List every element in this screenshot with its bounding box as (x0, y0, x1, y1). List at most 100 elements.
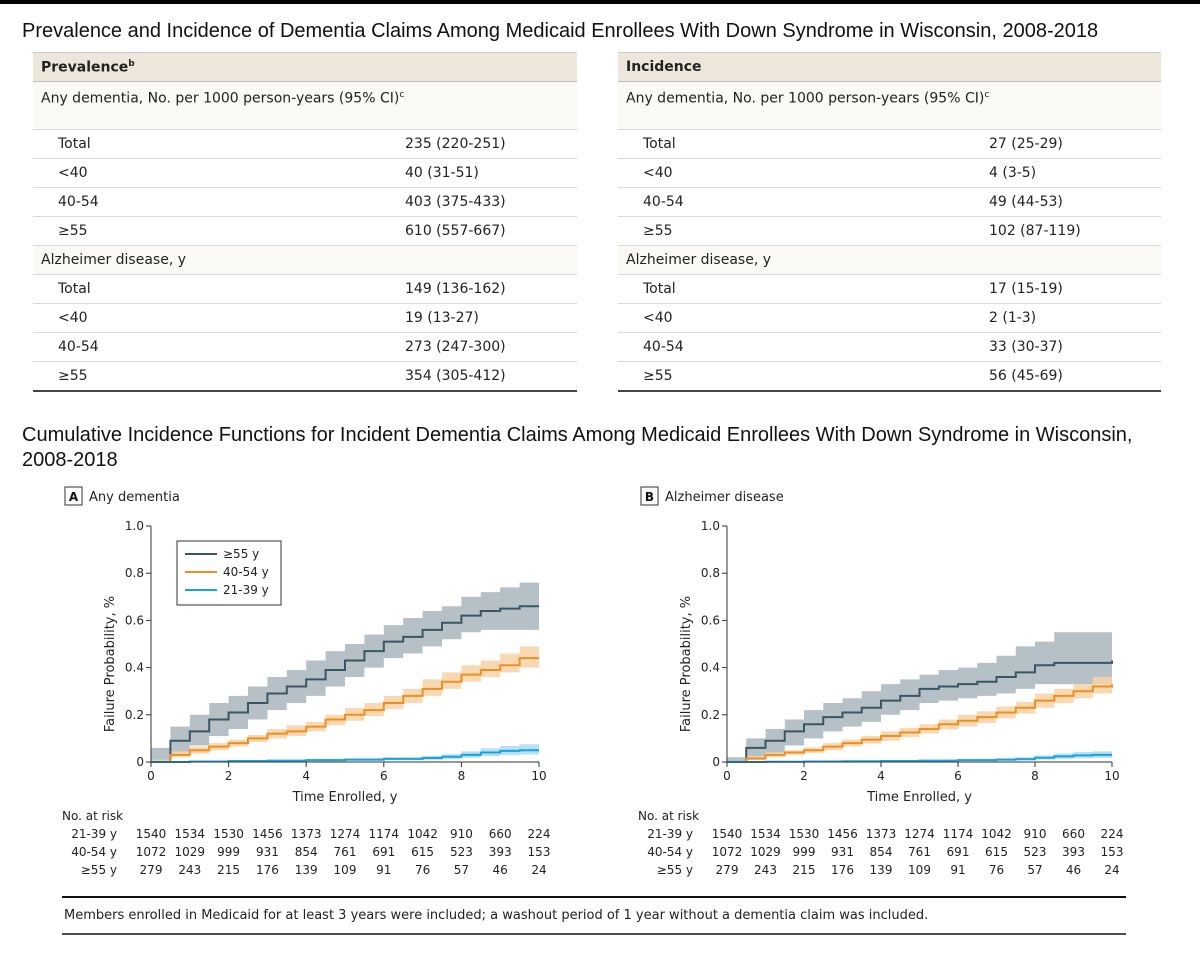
table-row: ≥55 354 (305-412) (33, 361, 577, 392)
risk-value: 1373 (291, 827, 322, 841)
group-label: Any dementia, No. per 1000 person-years … (618, 81, 1161, 130)
risk-value: 57 (1027, 863, 1042, 877)
risk-value: 999 (217, 845, 240, 859)
y-tick-label: 0.2 (125, 708, 144, 722)
table-row: 40-54 403 (375-433) (33, 187, 577, 217)
table-header: Incidence (618, 52, 1161, 82)
risk-value: 1042 (981, 827, 1012, 841)
row-value: 273 (247-300) (397, 332, 577, 362)
risk-value: 854 (295, 845, 318, 859)
risk-value: 1540 (712, 827, 743, 841)
row-value: 56 (45-69) (981, 361, 1161, 392)
risk-value: 393 (489, 845, 512, 859)
risk-value: 615 (411, 845, 434, 859)
risk-value: 46 (1066, 863, 1081, 877)
risk-value: 999 (793, 845, 816, 859)
risk-table-title: No. at risk (62, 809, 123, 823)
y-tick-label: 0.6 (125, 613, 144, 627)
risk-value: 931 (831, 845, 854, 859)
row-label: 40-54 (33, 332, 397, 362)
row-value: 610 (557-667) (397, 216, 577, 246)
risk-value: 1029 (175, 845, 206, 859)
risk-value: 215 (793, 863, 816, 877)
risk-value: 660 (1062, 827, 1085, 841)
y-tick-label: 0 (136, 755, 144, 769)
x-tick-label: 4 (302, 769, 310, 783)
risk-value: 615 (985, 845, 1008, 859)
row-label: ≥55 (618, 216, 981, 246)
table-header-row: Incidence (618, 52, 1161, 82)
y-tick-label: 0.2 (701, 708, 720, 722)
panel-title: Alzheimer disease (665, 490, 784, 505)
row-value: 403 (375-433) (397, 187, 577, 217)
row-label: Total (618, 274, 981, 304)
table-row: <40 4 (3-5) (618, 158, 1161, 188)
risk-value: 1042 (407, 827, 438, 841)
group-label: Any dementia, No. per 1000 person-years … (33, 81, 577, 130)
risk-value: 1373 (866, 827, 897, 841)
risk-value: 1456 (827, 827, 858, 841)
y-tick-label: 0.4 (701, 661, 720, 675)
risk-value: 1174 (943, 827, 974, 841)
risk-value: 176 (831, 863, 854, 877)
group-label: Alzheimer disease, y (33, 245, 577, 275)
risk-value: 243 (754, 863, 777, 877)
table-row: 40-54 33 (30-37) (618, 332, 1161, 362)
series-line (151, 657, 539, 763)
row-label: Total (33, 274, 397, 304)
row-label: 40-54 (618, 332, 981, 362)
risk-value: 660 (489, 827, 512, 841)
risk-value: 1534 (175, 827, 206, 841)
row-value: 354 (305-412) (397, 361, 577, 392)
group-label-text: Any dementia, No. per 1000 person-years … (626, 90, 985, 107)
row-value: 27 (25-29) (981, 129, 1161, 159)
group-label: Alzheimer disease, y (618, 245, 1161, 275)
legend-label: ≥55 y (223, 547, 259, 561)
y-tick-label: 0.8 (125, 566, 144, 580)
x-tick-label: 6 (954, 769, 962, 783)
risk-row-label: ≥55 y (81, 863, 117, 877)
risk-value: 91 (376, 863, 391, 877)
ci-band (727, 632, 1112, 762)
panel-badge (64, 486, 83, 506)
risk-value: 931 (256, 845, 279, 859)
risk-value: 109 (908, 863, 931, 877)
risk-value: 1530 (789, 827, 820, 841)
table-row: 40-54 49 (44-53) (618, 187, 1161, 217)
footnote-text: Members enrolled in Medicaid for at leas… (64, 908, 928, 923)
risk-value: 139 (295, 863, 318, 877)
row-label: <40 (618, 158, 981, 188)
risk-value: 1029 (750, 845, 781, 859)
panel-title: Any dementia (89, 490, 180, 505)
x-axis-label: Time Enrolled, y (866, 790, 972, 805)
figure-title: Cumulative Incidence Functions for Incid… (22, 424, 1133, 471)
y-axis-label: Failure Probability, % (103, 596, 118, 732)
row-value: 102 (87-119) (981, 216, 1161, 246)
header-text: Prevalence (41, 59, 129, 76)
table-row: 40-54 273 (247-300) (33, 332, 577, 362)
x-tick-label: 6 (380, 769, 388, 783)
risk-value: 1174 (369, 827, 400, 841)
risk-value: 176 (256, 863, 279, 877)
risk-row-label: 21-39 y (647, 827, 693, 841)
row-value: 235 (220-251) (397, 129, 577, 159)
risk-value: 279 (140, 863, 163, 877)
prevalence-table: Prevalenceb Any dementia, No. per 1000 p… (33, 52, 577, 392)
row-label: <40 (33, 303, 397, 333)
row-label: ≥55 (33, 361, 397, 392)
risk-value: 1456 (252, 827, 283, 841)
risk-value: 153 (528, 845, 551, 859)
x-tick-label: 10 (1104, 769, 1119, 783)
risk-table-title: No. at risk (638, 809, 699, 823)
y-axis-label: Failure Probability, % (679, 596, 694, 732)
risk-row-label: 40-54 y (647, 845, 693, 859)
risk-value: 153 (1101, 845, 1124, 859)
risk-value: 1274 (330, 827, 361, 841)
row-label: 40-54 (618, 187, 981, 217)
table-row: <40 2 (1-3) (618, 303, 1161, 333)
header-footnote-mark: b (128, 58, 135, 69)
incidence-table: Incidence Any dementia, No. per 1000 per… (618, 52, 1161, 392)
table-row: <40 40 (31-51) (33, 158, 577, 188)
series-line (727, 684, 1113, 763)
